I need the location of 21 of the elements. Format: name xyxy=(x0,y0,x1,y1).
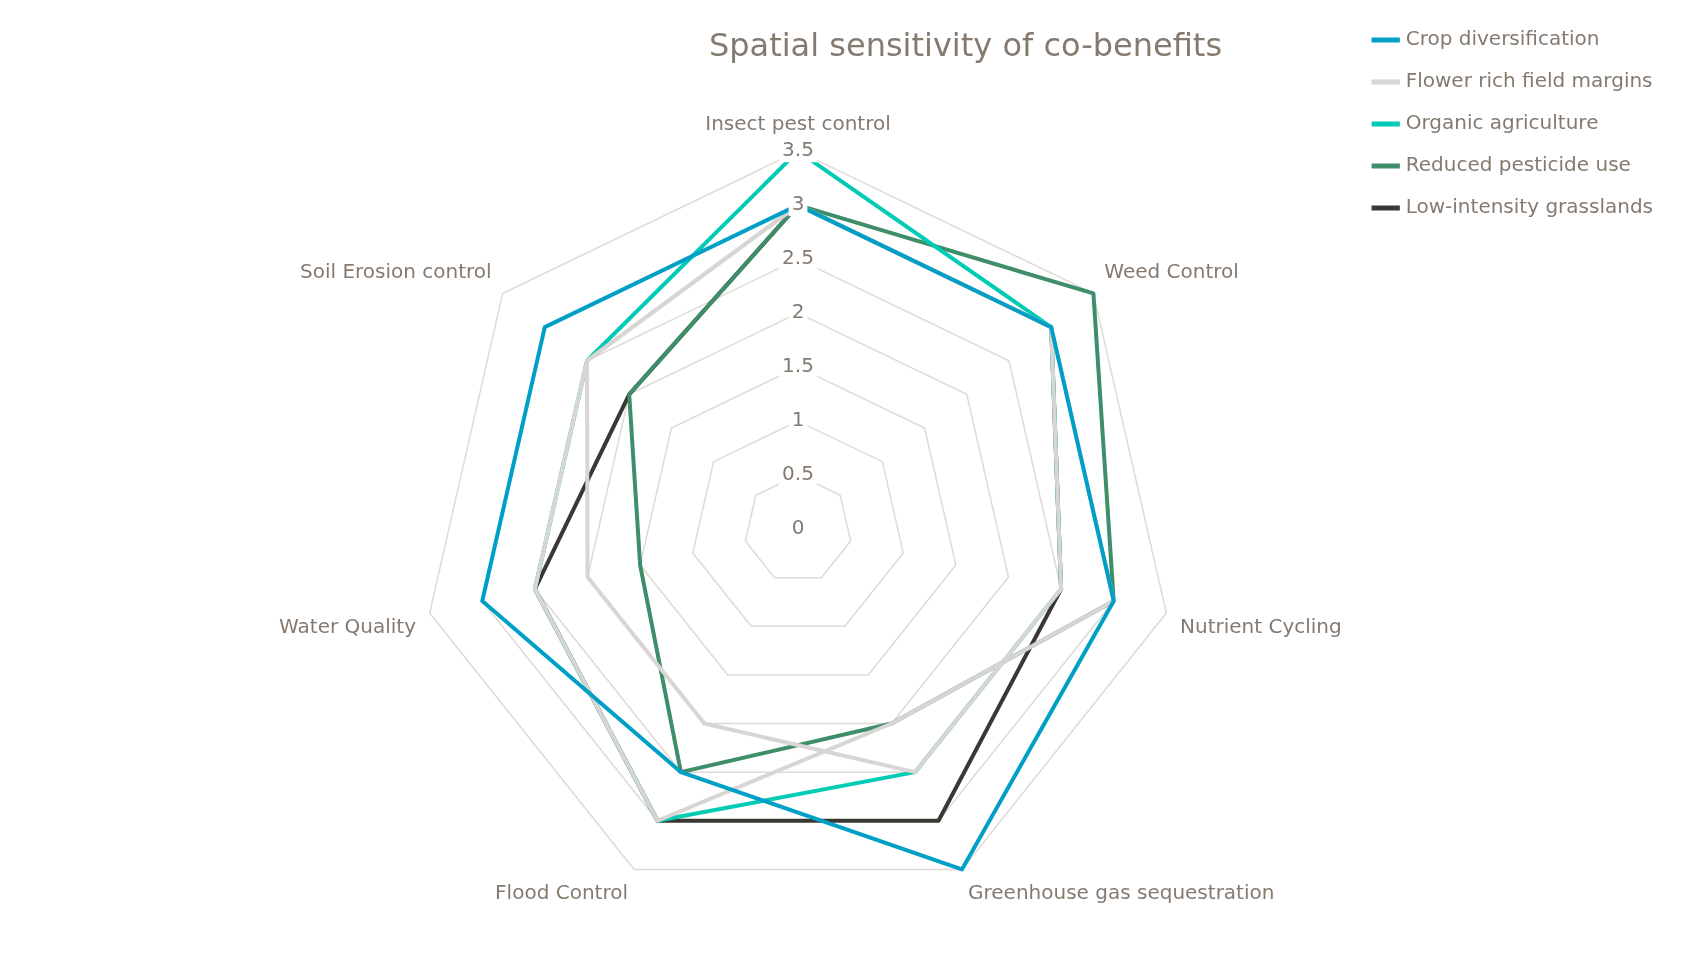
y-tick-label: 2 xyxy=(791,299,805,324)
spoke-label: Nutrient Cycling xyxy=(1180,614,1342,639)
spoke-label: Flood Control xyxy=(495,880,628,905)
spoke-label: Greenhouse gas sequestration xyxy=(968,880,1275,905)
spoke-label: Weed Control xyxy=(1104,258,1239,283)
spoke-label: Insect pest control xyxy=(705,111,891,136)
legend-label: Low-intensity grasslands xyxy=(1405,194,1654,219)
legend-label: Flower rich field margins xyxy=(1405,68,1653,93)
spoke-label: Water Quality xyxy=(279,614,417,639)
chart-title: Spatial sensitivity of co-benefits xyxy=(708,25,1223,64)
y-tick-label: 1.5 xyxy=(782,353,814,378)
legend-label: Crop diversification xyxy=(1405,26,1600,51)
legend-label: Reduced pesticide use xyxy=(1405,152,1631,177)
legend-label: Organic agriculture xyxy=(1405,110,1599,135)
spoke-label: Soil Erosion control xyxy=(300,258,492,283)
y-tick-label: 1 xyxy=(791,407,805,432)
y-tick-label: 3.5 xyxy=(782,137,814,162)
y-tick-label: 3 xyxy=(791,191,805,216)
y-tick-label: 0 xyxy=(791,515,805,540)
y-tick-label: 0.5 xyxy=(782,461,814,486)
y-tick-label: 2.5 xyxy=(782,245,814,270)
